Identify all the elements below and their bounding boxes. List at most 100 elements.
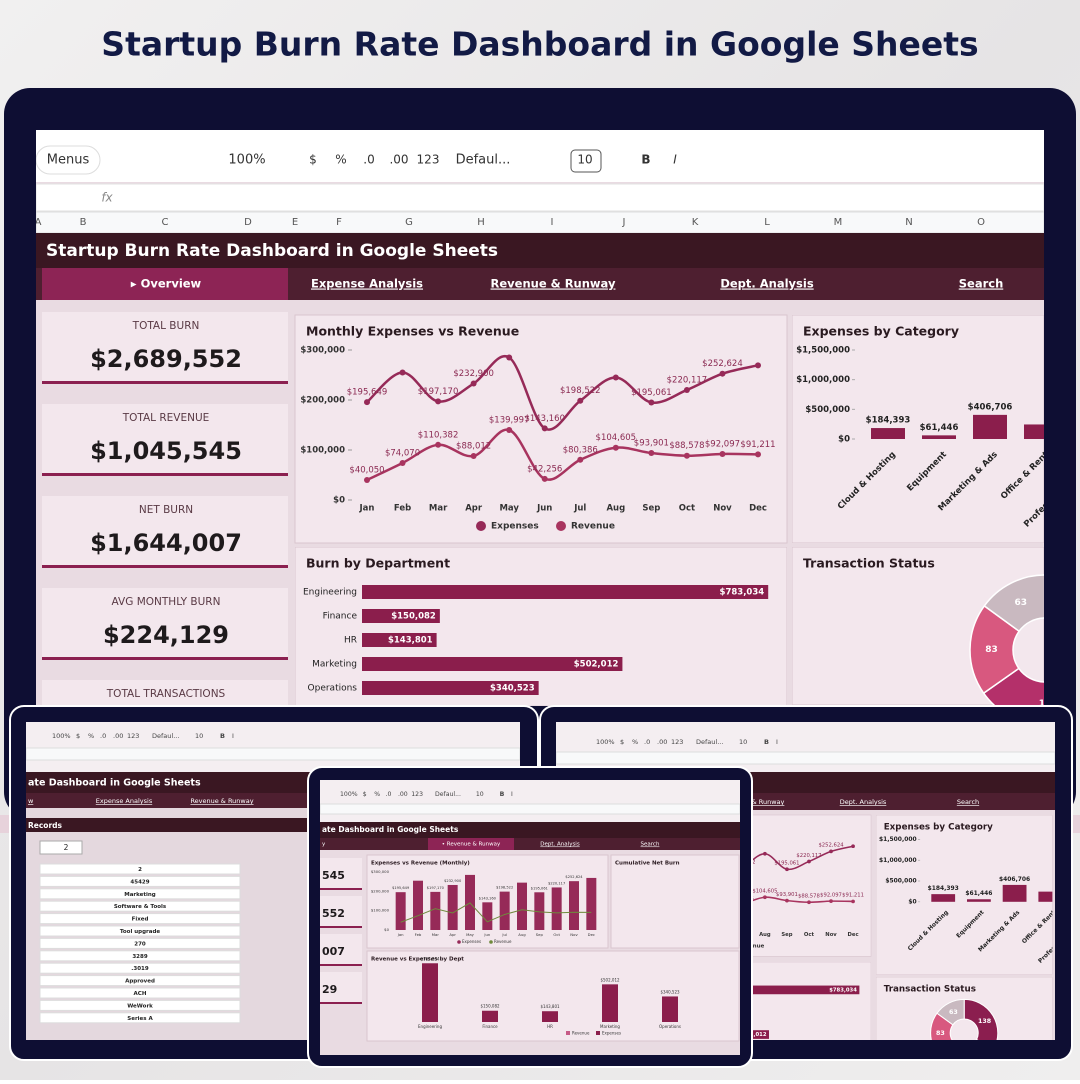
point	[542, 425, 548, 431]
toolbar-item: 100%	[596, 738, 615, 746]
legend-label: Revenue	[494, 939, 512, 944]
point	[755, 451, 761, 457]
point	[400, 370, 406, 376]
bar	[542, 1011, 558, 1022]
record-value: Fixed	[132, 917, 149, 923]
data-label: $232,900	[453, 369, 494, 379]
legend-label: Expenses	[491, 522, 539, 532]
data-label: $220,117	[796, 853, 821, 859]
data-label: 63	[949, 1009, 958, 1016]
legend-label: Expenses	[462, 939, 481, 944]
toolbar-item: .0	[363, 153, 374, 167]
x-tick-label: Operations	[659, 1024, 681, 1029]
kpi-label: TOTAL REVENUE	[122, 412, 210, 424]
formula-bar	[36, 184, 1044, 211]
kpi-value: $1,045,545	[90, 437, 242, 465]
kpi-value: 545	[322, 869, 345, 882]
bar	[396, 892, 406, 930]
data-label: $61,446	[920, 423, 959, 433]
kpi-value: 007	[322, 945, 345, 958]
category-label: Operations	[308, 684, 358, 694]
tab-bar	[320, 838, 740, 850]
point	[719, 371, 725, 377]
toolbar-item: Menus	[47, 153, 90, 168]
toolbar-item: Defaul...	[435, 791, 461, 798]
x-tick-label: Aug	[518, 932, 526, 937]
y-tick-label: $300,000	[300, 346, 345, 356]
point	[851, 900, 855, 904]
data-label: $406,706	[999, 876, 1030, 883]
toolbar-item: I	[511, 791, 513, 798]
tab: w	[28, 797, 34, 805]
y-tick-label: $1,500,000	[796, 346, 850, 356]
data-label: $92,097	[820, 892, 842, 898]
point	[577, 398, 583, 404]
record-value: ACH	[134, 991, 147, 997]
bar	[967, 899, 991, 902]
column-letter: O	[977, 217, 985, 228]
panel-title: Transaction Status	[884, 984, 976, 994]
record-value: 3289	[132, 954, 147, 960]
column-header	[556, 752, 1055, 764]
column-letter: G	[405, 217, 413, 228]
data-label: $184,393	[928, 885, 959, 892]
section-bar	[26, 818, 308, 832]
data-label: $195,061	[631, 388, 672, 398]
x-tick-label: Jul	[501, 932, 507, 937]
tab: • Revenue & Runway	[442, 842, 501, 848]
x-tick-label: Jan	[397, 932, 404, 937]
column-header	[26, 748, 520, 760]
data-label: $195,649	[347, 388, 388, 398]
toolbar-item: 10	[577, 153, 592, 167]
point	[435, 398, 441, 404]
toolbar-item: 100%	[52, 732, 71, 740]
point	[613, 445, 619, 451]
select-box[interactable]	[40, 841, 82, 854]
point	[506, 427, 512, 433]
point	[807, 860, 811, 864]
toolbar-item: B	[500, 791, 505, 798]
data-label: $252,624	[702, 359, 743, 369]
select-value: 2	[64, 843, 69, 852]
data-label: 83	[936, 1030, 945, 1037]
toolbar-item: .0	[100, 732, 106, 740]
toolbar-item: 100%	[228, 153, 265, 168]
x-tick-label: Sep	[781, 932, 792, 938]
bar	[413, 881, 423, 930]
data-label: 138	[978, 1018, 991, 1025]
data-label: $80,386	[563, 445, 598, 455]
point	[577, 457, 583, 463]
data-label: $92,097	[705, 439, 740, 449]
data-label: $104,605	[596, 433, 637, 443]
record-value: Tool upgrade	[120, 929, 161, 935]
column-letter: N	[905, 217, 912, 228]
x-tick-label: Sep	[536, 932, 544, 937]
legend-label: Expenses	[602, 1031, 621, 1036]
data-label: $195,061	[774, 861, 799, 867]
x-tick-label: Jul	[573, 504, 586, 514]
toolbar-item: %	[632, 738, 638, 746]
toolbar-item: 10	[739, 738, 747, 746]
y-tick-label: $500,000	[805, 405, 850, 415]
y-tick-label: $300,000	[371, 869, 390, 874]
legend-swatch	[566, 1031, 570, 1035]
tab: Search	[959, 277, 1004, 291]
toolbar-item: 100%	[340, 791, 358, 798]
bar	[448, 885, 458, 930]
point	[613, 375, 619, 381]
data-label: $150,082	[480, 1004, 500, 1009]
legend-swatch	[489, 940, 493, 944]
bar	[602, 984, 618, 1022]
panel-clip: Expenses by Category$0$500,000$1,000,000…	[792, 315, 1080, 543]
bar	[422, 963, 438, 1022]
panel-title: Transaction Status	[803, 556, 935, 571]
data-label: $88,012	[456, 441, 491, 451]
point	[829, 850, 833, 854]
bar	[500, 892, 510, 930]
column-letter: D	[244, 217, 252, 228]
point	[400, 460, 406, 466]
x-tick-label: HR	[547, 1024, 553, 1029]
point	[785, 867, 789, 871]
y-tick-label: $200,000	[300, 396, 345, 406]
category-label: Finance	[323, 612, 358, 622]
